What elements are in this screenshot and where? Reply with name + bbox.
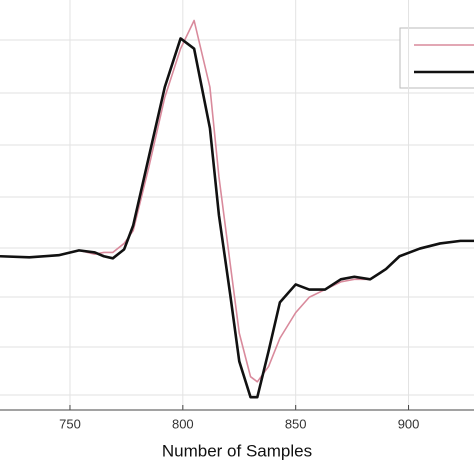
x-tick-label: 850: [285, 416, 307, 431]
x-tick-label: 750: [59, 416, 81, 431]
x-tick-label: 900: [398, 416, 420, 431]
x-tick-label: 800: [172, 416, 194, 431]
x-axis-label: Number of Samples: [162, 441, 312, 460]
horizontal-grid: [0, 39, 474, 396]
legend: [399, 27, 474, 89]
series-line: [0, 37, 474, 399]
